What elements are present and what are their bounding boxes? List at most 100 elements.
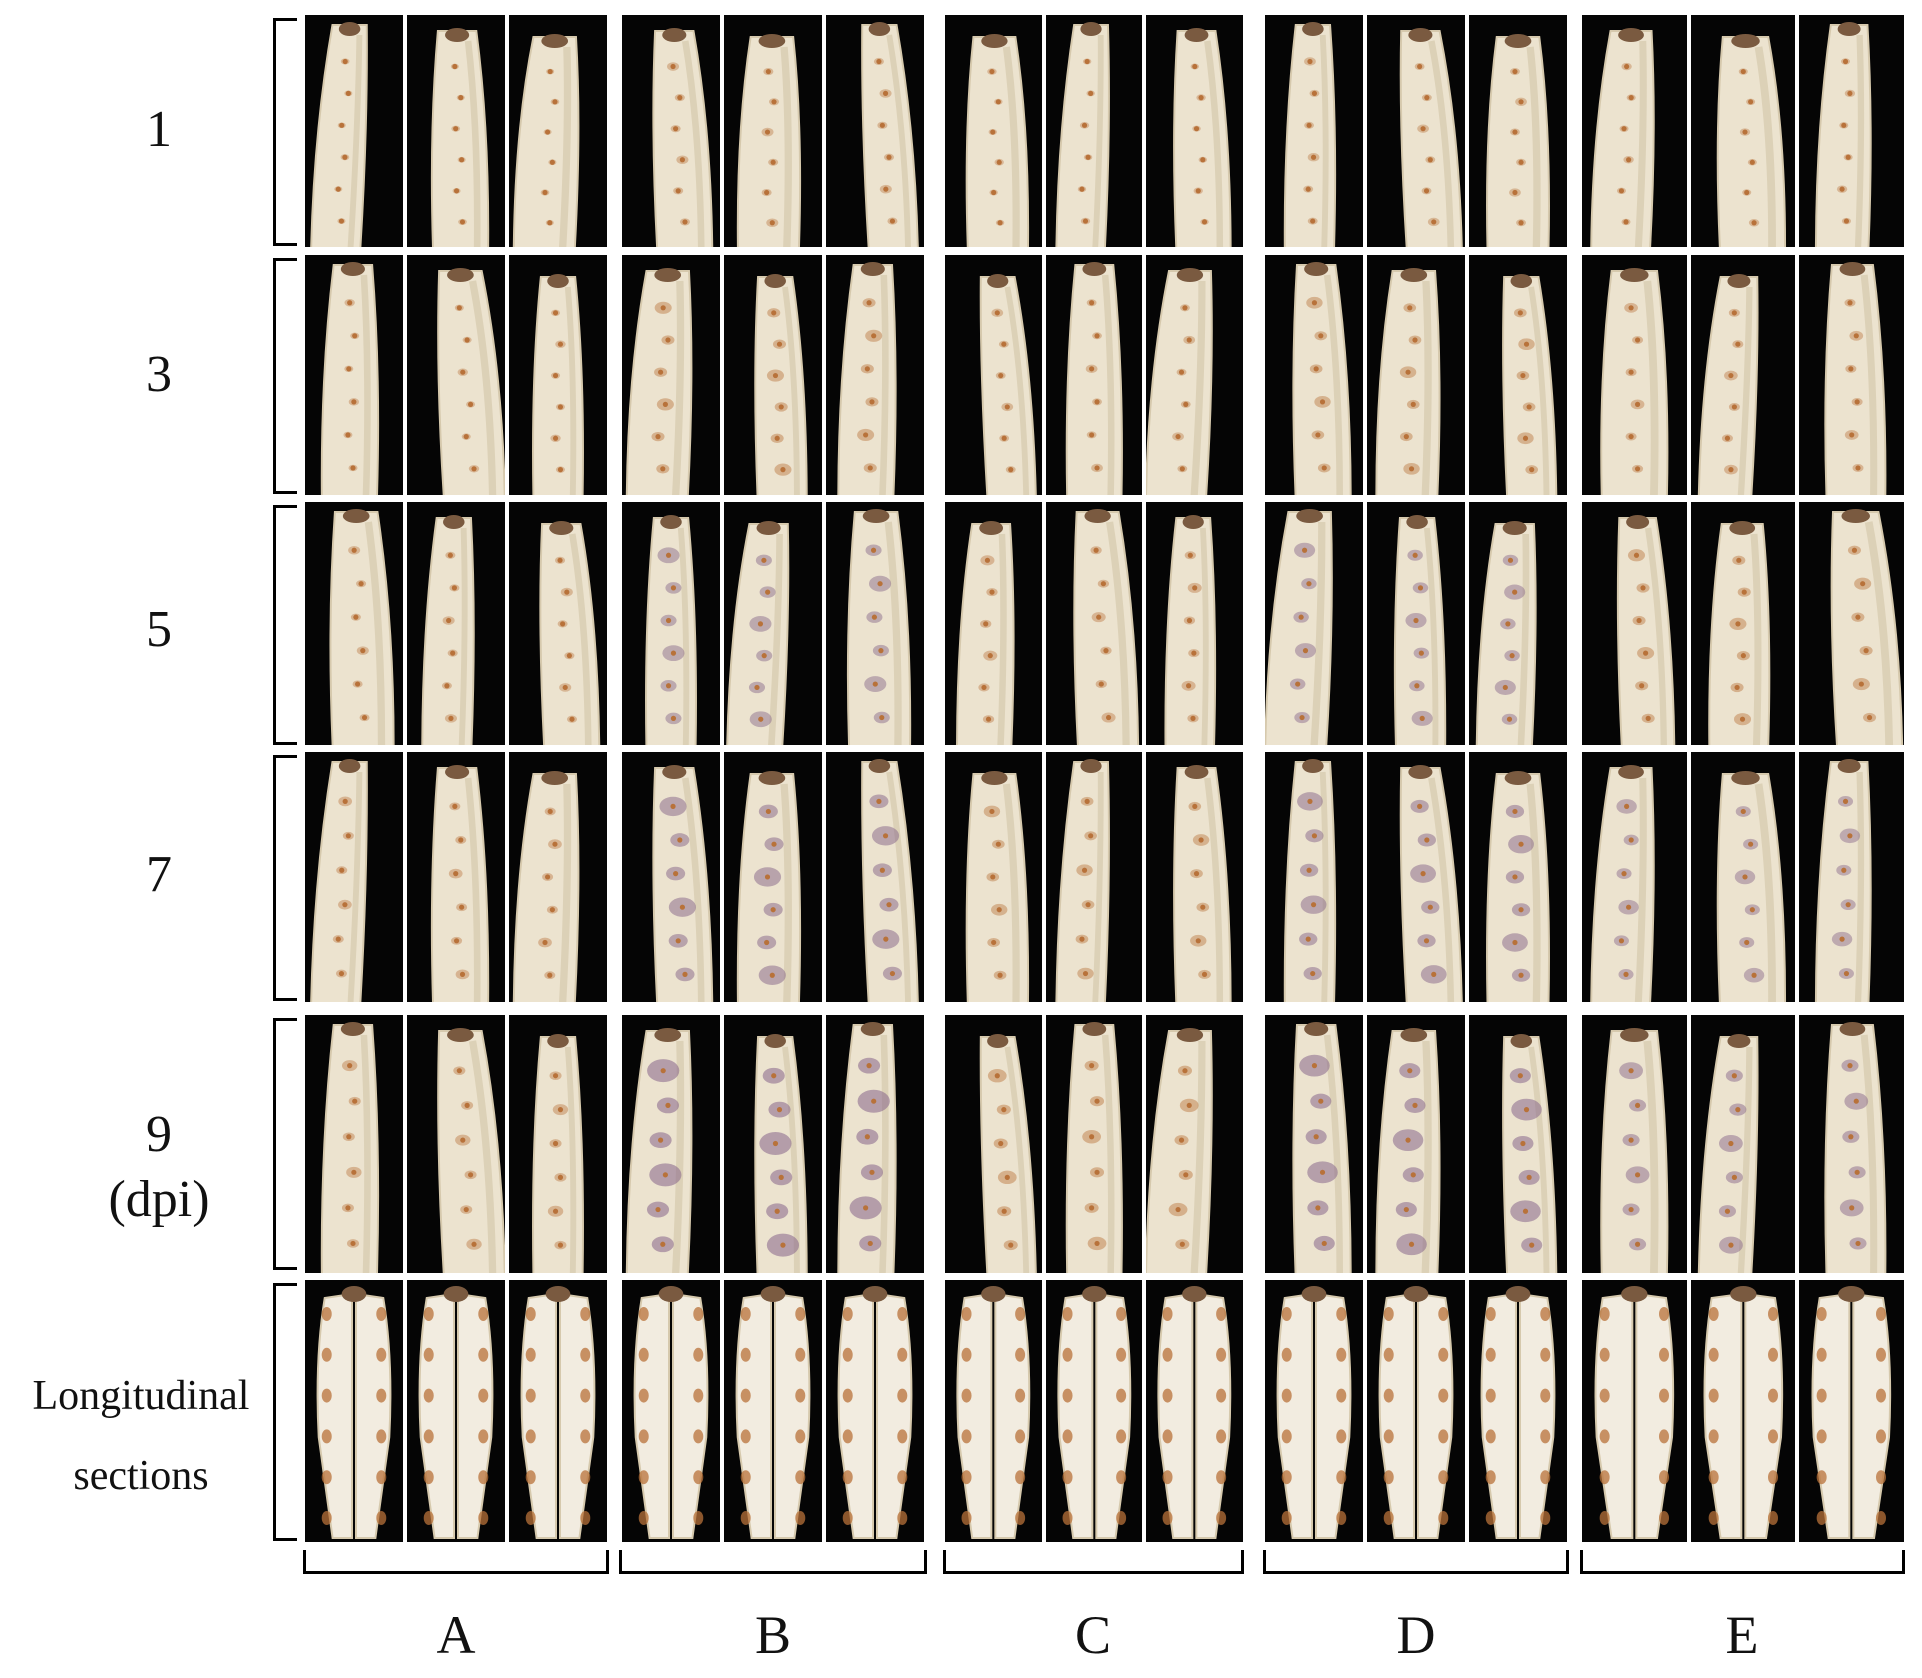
row-bracket-9dpi — [273, 1018, 297, 1270]
lesion-spot — [1115, 1510, 1126, 1525]
lesion-spot — [1307, 58, 1313, 65]
photo-panel-c-1-3 — [1146, 15, 1243, 247]
lesion-spot — [842, 1347, 853, 1362]
lesion-spot — [772, 372, 779, 379]
lesion-spot — [665, 1102, 671, 1108]
lesion-spot — [1747, 99, 1753, 105]
lesion-spot — [1852, 547, 1858, 553]
lesion-spot — [321, 1388, 332, 1403]
photo-panel-e-6-3 — [1799, 1280, 1904, 1542]
lesion-spot — [1634, 466, 1641, 472]
photo-panel-d-2-1 — [1265, 255, 1363, 495]
root-photo — [320, 1022, 380, 1273]
photo-panel-e-5-1 — [1582, 1015, 1687, 1273]
lesion-spot — [758, 716, 764, 722]
lesion-spot — [774, 435, 780, 441]
lesion-spot — [871, 614, 878, 620]
lesion-spot — [1708, 1307, 1719, 1322]
lesion-spot — [1383, 1347, 1394, 1362]
lesion-spot — [795, 1307, 806, 1321]
photo-panel-b-6-2 — [724, 1280, 822, 1542]
root-photo — [320, 262, 380, 495]
root-crown — [1504, 34, 1532, 48]
lesion-spot — [1741, 589, 1747, 595]
lesion-spot — [776, 1107, 783, 1113]
root-photo — [1707, 521, 1770, 745]
lesion-spot — [1624, 803, 1630, 810]
lesion-spot — [842, 1511, 853, 1525]
root-crown — [658, 1286, 684, 1302]
lesion-spot — [459, 904, 465, 910]
root-crown — [1084, 509, 1111, 524]
lesion-spot — [459, 219, 466, 225]
root-shading — [879, 1034, 889, 1273]
lesion-spot — [1659, 1347, 1670, 1362]
section-half — [1703, 1292, 1742, 1539]
section-half — [1480, 1292, 1517, 1539]
lesion-spot — [1767, 1307, 1778, 1322]
photo-panel-e-1-3 — [1799, 15, 1904, 247]
root-shading — [1860, 274, 1878, 495]
lesion-spot — [335, 936, 341, 942]
lesion-spot — [1321, 465, 1327, 471]
lesion-spot — [1518, 220, 1524, 226]
lesion-spot — [542, 939, 548, 946]
root-photo — [625, 268, 693, 495]
lesion-spot — [358, 581, 364, 587]
root-crown — [987, 1034, 1009, 1049]
lesion-spot — [566, 653, 573, 659]
lesion-spot — [1336, 1307, 1347, 1321]
lesion-spot — [544, 129, 551, 135]
lesion-spot — [989, 589, 995, 595]
root-shading — [1634, 40, 1647, 247]
lesion-spot — [675, 938, 681, 944]
photo-panel-b-2-2 — [724, 255, 822, 495]
lesion-spot — [1008, 1242, 1014, 1248]
lesion-spot — [345, 90, 351, 96]
section-half — [1276, 1292, 1313, 1539]
root-shading — [1526, 783, 1541, 1002]
lesion-spot — [1216, 1347, 1227, 1362]
root-crown — [447, 1028, 474, 1042]
lesion-spot — [693, 1347, 704, 1362]
lesion-spot — [1407, 1068, 1413, 1074]
lesion-spot — [889, 970, 896, 977]
col-bracket-b — [619, 1550, 927, 1574]
photo-panel-e-1-1 — [1582, 15, 1687, 247]
root-photo — [1146, 1028, 1214, 1273]
photo-panel-b-2-1 — [622, 255, 720, 495]
lesion-spot — [1540, 1307, 1551, 1321]
lesion-spot — [1310, 154, 1317, 160]
root-photo — [652, 28, 714, 247]
lesion-spot — [961, 1510, 972, 1525]
col-label-d: D — [1396, 1605, 1436, 1665]
lesion-spot — [321, 1307, 332, 1321]
lesion-spot — [525, 1511, 536, 1525]
root-photo — [1292, 1022, 1352, 1273]
section-half — [1594, 1292, 1634, 1539]
lesion-spot — [1731, 1073, 1737, 1079]
lesion-spot — [552, 1208, 559, 1214]
lesion-spot — [1708, 1510, 1719, 1525]
root-photo — [735, 1286, 811, 1539]
lesion-spot — [552, 310, 559, 316]
lesion-spot — [1094, 1098, 1100, 1104]
lesion-spot — [1529, 467, 1535, 473]
lesion-spot — [1088, 366, 1094, 372]
lesion-spot — [549, 159, 555, 165]
section-half — [1195, 1292, 1232, 1539]
lesion-spot — [1816, 1388, 1827, 1403]
lesion-spot — [444, 683, 450, 689]
lesion-spot — [447, 552, 453, 558]
photo-panel-c-1-2 — [1045, 15, 1143, 247]
lesion-spot — [423, 1470, 434, 1485]
lesion-spot — [1162, 1388, 1173, 1403]
lesion-spot — [547, 972, 553, 978]
lesion-spot — [765, 808, 771, 815]
row-label-9dpi: 9 — [146, 1106, 172, 1163]
root-shading — [347, 34, 363, 247]
lesion-spot — [1412, 337, 1418, 343]
root-shading — [464, 777, 481, 1002]
lesion-spot — [376, 1388, 387, 1403]
photo-panel-b-6-3 — [826, 1280, 924, 1542]
